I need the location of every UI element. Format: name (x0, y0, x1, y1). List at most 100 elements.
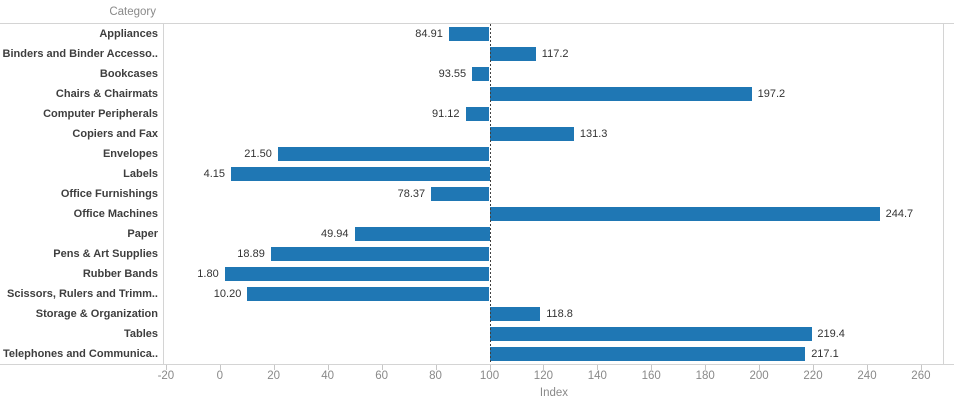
x-tick-label: 180 (695, 370, 715, 382)
x-tick-mark (327, 365, 329, 370)
category-label[interactable]: Telephones and Communica.. (2, 348, 158, 360)
x-tick-label: 140 (587, 370, 607, 382)
category-label[interactable]: Office Furnishings (60, 188, 158, 200)
category-label[interactable]: Envelopes (102, 148, 158, 160)
bar[interactable] (277, 147, 490, 161)
category-label[interactable]: Office Machines (73, 208, 158, 220)
bar-value-label: 117.2 (541, 48, 569, 60)
x-tick-label: 260 (911, 370, 931, 382)
bar[interactable] (448, 27, 490, 41)
bar[interactable] (270, 247, 490, 261)
bar[interactable] (489, 47, 536, 61)
bar[interactable] (224, 267, 490, 281)
chart-header-row: Category (0, 0, 954, 23)
bar[interactable] (489, 127, 574, 141)
category-label[interactable]: Pens & Art Supplies (53, 248, 158, 260)
category-label[interactable]: Paper (127, 228, 158, 240)
x-tick-mark (165, 365, 167, 370)
x-tick-mark (219, 365, 221, 370)
plot-row: 219.4 (164, 324, 943, 344)
category-label[interactable]: Labels (123, 168, 158, 180)
plot-row: 118.8 (164, 304, 943, 324)
plot-row: 49.94 (164, 224, 943, 244)
x-tick-label: 20 (267, 370, 281, 382)
x-tick-label: 80 (429, 370, 442, 382)
x-axis: -20 0 20 40 60 80 100 120 140 160 180 200 220 240 260 (158, 365, 944, 387)
bar[interactable] (247, 287, 490, 301)
x-tick-mark (920, 365, 922, 370)
bar-value-label: 93.55 (438, 68, 467, 80)
category-label[interactable]: Chairs & Chairmats (55, 88, 158, 100)
x-tick-label: 0 (216, 370, 223, 382)
plot-row: 131.3 (164, 124, 943, 144)
bar-value-label: 49.94 (320, 228, 349, 240)
x-tick-mark (381, 365, 383, 370)
category-label[interactable]: Scissors, Rulers and Trimm.. (6, 288, 158, 300)
bar-value-label: 219.4 (817, 328, 845, 340)
plot-row: 4.15 (164, 164, 943, 184)
bar[interactable] (489, 347, 806, 361)
x-axis-title: Index (539, 387, 569, 399)
bar[interactable] (431, 187, 490, 201)
category-label[interactable]: Bookcases (99, 68, 158, 80)
plot-row: 244.7 (164, 204, 943, 224)
plot-row: 93.55 (164, 64, 943, 84)
category-label[interactable]: Appliances (99, 28, 158, 40)
reference-line-100 (489, 24, 491, 364)
bar[interactable] (489, 87, 752, 101)
x-tick-mark (435, 365, 437, 370)
plot-row: 10.20 (164, 284, 943, 304)
bar[interactable] (231, 167, 490, 181)
category-label[interactable]: Tables (123, 328, 158, 340)
category-label[interactable]: Copiers and Fax (72, 128, 158, 140)
plot-row: 91.12 (164, 104, 943, 124)
bar[interactable] (489, 327, 812, 341)
plot-row: 217.1 (164, 344, 943, 364)
bar-value-label: 18.89 (237, 248, 265, 260)
x-tick-mark (651, 365, 653, 370)
category-label[interactable]: Computer Peripherals (43, 108, 158, 120)
category-axis-title: Category (109, 5, 156, 18)
plot-row: 78.37 (164, 184, 943, 204)
bar-value-label: 4.15 (203, 168, 225, 180)
x-tick-mark (489, 365, 491, 370)
bar[interactable] (472, 67, 490, 81)
x-tick-label: 40 (321, 370, 335, 382)
bar-value-label: 1.80 (197, 268, 219, 280)
bar-value-label: 84.91 (415, 28, 443, 40)
x-tick-mark (867, 365, 868, 370)
bar-value-label: 21.50 (244, 148, 272, 160)
category-label[interactable]: Rubber Bands (82, 268, 158, 280)
x-tick-mark (273, 365, 275, 370)
x-tick-mark (543, 365, 545, 370)
x-tick-mark (759, 365, 761, 370)
plot-row: 197.2 (164, 84, 943, 104)
x-tick-label: -20 (157, 370, 175, 382)
bar[interactable] (354, 227, 490, 241)
category-label[interactable]: Storage & Organization (35, 308, 158, 320)
bar-value-label: 78.37 (397, 188, 426, 200)
bar[interactable] (489, 207, 880, 221)
x-tick-mark (597, 365, 599, 370)
bar-value-label: 244.7 (885, 208, 914, 220)
bar-value-label: 91.12 (431, 108, 460, 120)
bar[interactable] (465, 107, 490, 121)
bar-value-label: 118.8 (546, 308, 573, 320)
plot-row: 1.80 (164, 264, 943, 284)
x-tick-mark (705, 365, 707, 370)
x-tick-label: 220 (803, 370, 823, 382)
category-label[interactable]: Binders and Binder Accesso.. (2, 48, 158, 60)
bar-value-label: 217.1 (811, 348, 839, 360)
category-labels-column: Appliances Binders and Binder Accesso.. Bo… (0, 24, 164, 364)
x-tick-label: 60 (375, 370, 388, 382)
plot-row: 117.2 (164, 44, 943, 64)
bar-value-label: 131.3 (579, 128, 608, 140)
x-tick-label: 120 (533, 370, 553, 382)
plot-area: 84.91 117.2 93.55 197.2 91.12 131.3 21.50 4.15 7… (164, 24, 944, 364)
bar[interactable] (489, 307, 541, 321)
x-tick-label: 160 (641, 370, 661, 382)
x-tick-label: 100 (479, 370, 500, 382)
plot-row: 21.50 (164, 144, 943, 164)
x-tick-label: 240 (857, 370, 877, 382)
